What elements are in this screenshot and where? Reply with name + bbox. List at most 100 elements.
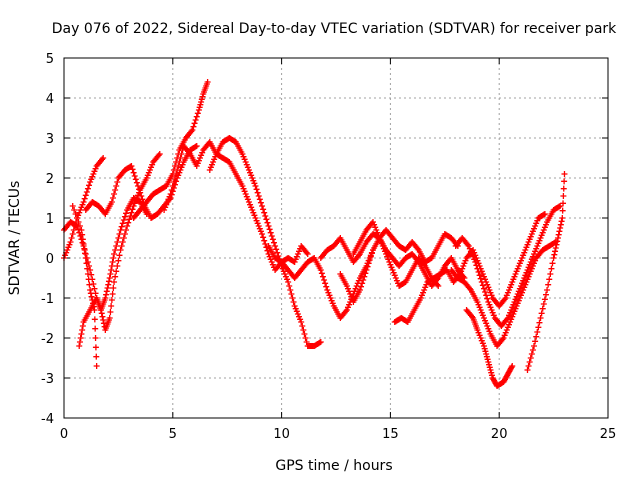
data-point-marker — [139, 196, 146, 203]
data-point-marker — [560, 185, 567, 192]
data-point-marker — [195, 107, 202, 113]
data-point-marker — [161, 207, 168, 213]
data-point-marker — [121, 213, 128, 220]
data-point-marker — [82, 250, 89, 257]
data-point-marker — [198, 152, 205, 159]
data-point-marker — [299, 323, 306, 329]
data-point-marker — [527, 233, 534, 240]
data-point-marker — [88, 271, 95, 278]
data-point-marker — [178, 164, 185, 171]
data-point-marker — [473, 262, 480, 269]
data-point-marker — [458, 268, 465, 275]
data-point-marker — [168, 187, 175, 193]
data-point-marker — [291, 259, 298, 265]
data-point-marker — [558, 218, 565, 225]
data-point-marker — [86, 182, 93, 189]
data-point-marker — [86, 281, 93, 288]
data-point-marker — [70, 227, 77, 233]
data-point-marker — [99, 156, 106, 163]
data-point-marker — [82, 192, 89, 199]
data-point-marker — [487, 367, 494, 373]
data-point-marker — [245, 199, 252, 205]
data-point-marker — [538, 310, 545, 317]
data-point-marker — [79, 201, 86, 208]
axis-ticks — [63, 57, 609, 419]
data-point-marker — [475, 301, 482, 308]
data-point-marker — [480, 285, 487, 292]
data-point-marker — [75, 226, 82, 233]
data-point-marker — [517, 257, 524, 264]
data-point-marker — [418, 292, 425, 299]
data-point-marker — [478, 279, 485, 285]
data-point-marker — [196, 104, 203, 111]
data-point-marker — [269, 261, 276, 268]
data-point-marker — [351, 288, 358, 295]
data-point-marker — [389, 267, 396, 273]
data-point-marker — [257, 199, 264, 206]
data-point-marker — [204, 79, 211, 85]
data-point-marker — [527, 259, 534, 265]
data-point-marker — [385, 256, 392, 263]
data-point-marker — [260, 206, 267, 213]
data-point-marker — [542, 221, 549, 228]
data-point-marker — [130, 203, 137, 209]
data-point-marker — [131, 173, 138, 179]
data-point-marker — [509, 279, 516, 285]
data-point-marker — [260, 234, 267, 241]
data-point-marker — [520, 287, 527, 293]
data-point-marker — [116, 231, 123, 237]
data-point-marker — [509, 363, 516, 369]
data-point-marker — [65, 244, 72, 251]
data-markers — [61, 79, 568, 389]
data-point-marker — [499, 336, 506, 343]
data-point-marker — [559, 207, 566, 214]
data-point-marker — [262, 241, 269, 247]
data-point-marker — [98, 310, 105, 317]
data-point-marker — [342, 308, 349, 315]
data-point-marker — [534, 329, 541, 335]
data-point-marker — [114, 263, 121, 269]
data-point-marker — [259, 203, 266, 209]
data-point-marker — [485, 359, 492, 365]
data-point-marker — [474, 327, 481, 333]
data-point-marker — [241, 156, 248, 163]
data-point-marker — [207, 164, 214, 171]
data-point-marker — [72, 211, 79, 217]
data-point-marker — [129, 206, 136, 213]
data-point-marker — [327, 295, 334, 301]
data-point-marker — [529, 347, 536, 353]
data-point-marker — [501, 332, 508, 339]
data-point-marker — [329, 300, 336, 307]
data-point-marker — [297, 316, 304, 323]
series-markers — [161, 139, 311, 273]
data-point-marker — [534, 243, 541, 249]
data-point-marker — [525, 264, 532, 271]
data-point-marker — [197, 155, 203, 161]
data-point-marker — [66, 241, 73, 248]
data-point-marker — [375, 232, 382, 239]
data-point-marker — [247, 169, 254, 176]
data-point-marker — [239, 151, 246, 157]
data-point-marker — [526, 359, 533, 365]
data-point-marker — [510, 301, 517, 308]
data-point-marker — [91, 316, 98, 323]
data-point-marker — [527, 268, 534, 275]
data-point-marker — [501, 296, 508, 303]
data-point-marker — [477, 275, 484, 282]
data-point-marker — [91, 285, 98, 292]
data-point-marker — [369, 219, 376, 225]
series-markers — [69, 203, 100, 369]
data-point-marker — [178, 151, 185, 157]
data-point-marker — [466, 245, 473, 252]
data-point-marker — [318, 270, 325, 277]
data-point-marker — [116, 252, 123, 259]
data-point-marker — [503, 292, 510, 299]
data-point-marker — [109, 259, 116, 265]
data-point-marker — [319, 273, 326, 280]
data-point-marker — [259, 231, 266, 237]
data-point-marker — [289, 295, 296, 301]
data-point-marker — [514, 300, 521, 307]
data-point-marker — [285, 279, 292, 285]
data-point-marker — [138, 193, 145, 199]
data-point-marker — [281, 271, 288, 277]
